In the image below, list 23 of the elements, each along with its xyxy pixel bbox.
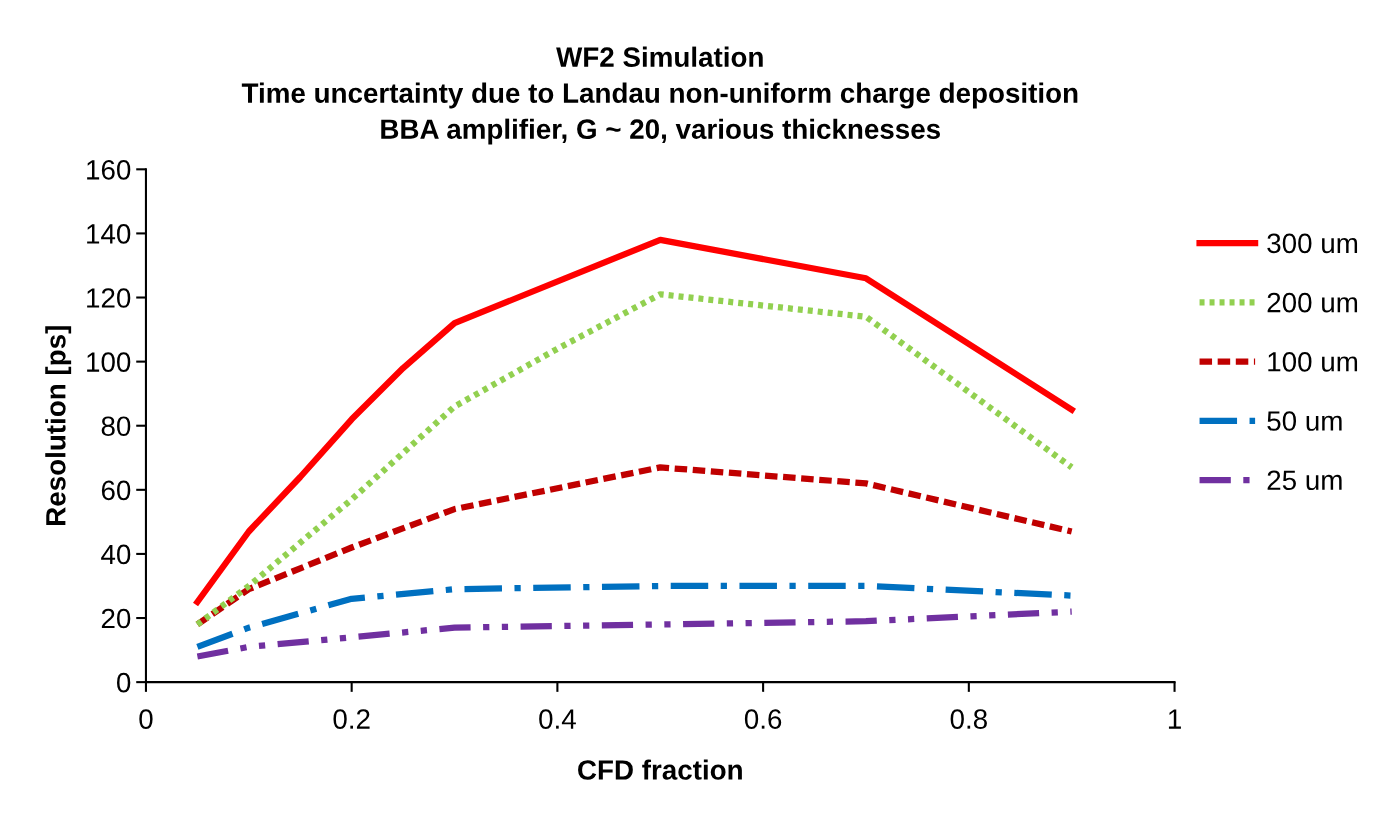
x-tick-label: 0 bbox=[139, 709, 153, 729]
legend-label: 200 um bbox=[1267, 292, 1358, 313]
legend-label: 50 um bbox=[1267, 411, 1342, 431]
x-tick-label: 0.2 bbox=[333, 709, 370, 729]
y-tick-label: 20 bbox=[101, 608, 131, 629]
y-tick-label: 160 bbox=[87, 159, 131, 180]
x-axis-title: CFD fraction bbox=[578, 759, 742, 780]
y-tick-label: 100 bbox=[87, 352, 131, 372]
y-tick-label: 60 bbox=[101, 480, 131, 501]
x-tick-label: 0.6 bbox=[744, 709, 782, 729]
legend-label: 100 um bbox=[1268, 351, 1358, 372]
x-tick-label: 0.4 bbox=[539, 709, 576, 729]
y-tick-label: 80 bbox=[101, 416, 131, 437]
legend-label: 25 um bbox=[1267, 470, 1342, 491]
y-axis-title: Resolution [ps] bbox=[45, 326, 72, 525]
y-tick-label: 140 bbox=[87, 224, 131, 244]
legend-label: 300 um bbox=[1267, 233, 1358, 254]
y-tick-label: 0 bbox=[117, 672, 131, 693]
x-tick-label: 1 bbox=[1168, 709, 1181, 729]
chart-title: WF2 Simulation Time uncertainty due to Landau non-uniform charge deposition BBA amplifier, G ~ 20, various thicknesses bbox=[241, 46, 1078, 145]
y-tick-label: 40 bbox=[101, 544, 131, 565]
y-tick-label: 120 bbox=[87, 288, 131, 308]
x-tick-label: 0.8 bbox=[950, 709, 987, 729]
